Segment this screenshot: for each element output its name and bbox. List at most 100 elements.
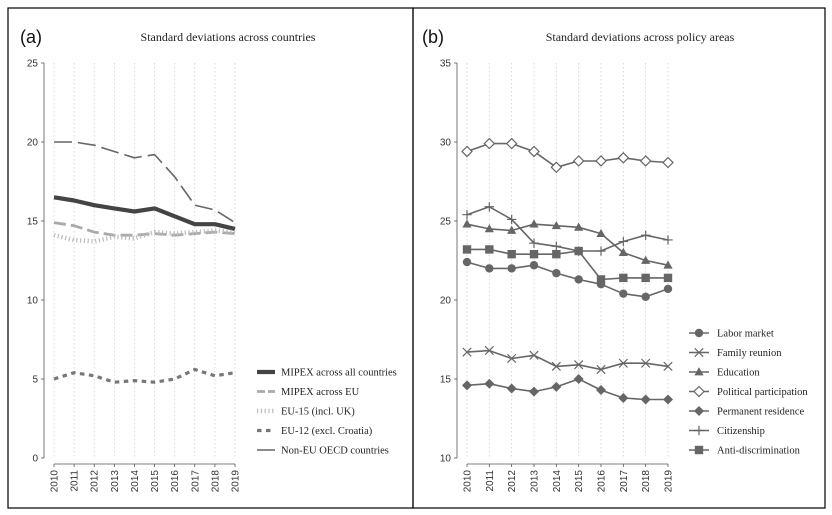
point-labor-market <box>619 289 628 298</box>
panel-a-plot: 0 5 10 15 20 25 2010 2011 2012 2013 2014 2015 2016 20… <box>27 59 242 493</box>
point-political-participation <box>572 155 585 167</box>
panel-a-y-tick-label: 25 <box>27 59 39 70</box>
point-political-participation <box>595 155 607 167</box>
series-line-eu-15-incl-uk <box>53 228 236 244</box>
panel-a-x-tick-label: 2015 <box>150 470 161 493</box>
point-political-participation <box>639 155 652 167</box>
point-labor-market <box>485 264 494 273</box>
point-family-reunion <box>596 364 606 375</box>
point-permanent-residence <box>663 394 673 405</box>
point-political-participation <box>528 145 540 158</box>
panel-b-x-tick-label: 2010 <box>463 470 474 493</box>
point-labor-market <box>462 257 472 267</box>
point-labor-market <box>552 268 561 278</box>
panel-b-y-tick-label: 25 <box>440 217 452 228</box>
legend-label-eu-15-incl-uk: EU-15 (incl. UK) <box>281 407 355 418</box>
point-education <box>462 219 472 228</box>
panel-a-y-tick-label: 15 <box>27 217 39 228</box>
series-line-political-participation <box>466 142 669 169</box>
panel-b-plot: 10 15 20 25 30 35 2010 2011 2012 2013 2014 2015 2016… <box>440 59 675 493</box>
series-line-citizenship <box>466 206 669 252</box>
panel-a-x-tick-label: 2011 <box>70 470 81 492</box>
point-family-reunion <box>462 347 472 357</box>
panel-a-x-tick-label: 2012 <box>90 470 101 493</box>
panel-b-x-tick-label: 2016 <box>597 470 608 493</box>
panel-a-y-tick-label: 5 <box>32 375 38 386</box>
panel-a-title: Standard deviations across countries <box>141 30 316 44</box>
series-line-non-eu-oecd-countries <box>54 141 236 224</box>
panel-b-y-tick-label: 30 <box>440 138 452 149</box>
panel-b-x-tick-label: 2013 <box>530 470 541 493</box>
legend-marker-anti-discrimination <box>694 445 704 455</box>
point-political-participation <box>550 161 563 174</box>
series-line-mipex-across-eu <box>53 221 236 237</box>
panel-b-frame <box>412 7 826 509</box>
panel-b-x-tick-label: 2011 <box>485 470 496 492</box>
point-citizenship <box>484 202 495 212</box>
point-family-reunion <box>529 350 539 360</box>
point-anti-discrimination <box>574 246 583 256</box>
point-family-reunion <box>618 358 628 368</box>
point-labor-market <box>574 275 583 284</box>
legend-marker-labor-market <box>694 328 704 338</box>
point-education <box>551 220 561 230</box>
series-line-anti-discrimination <box>467 248 668 281</box>
legend-label-family-reunion: Family reunion <box>717 348 782 359</box>
point-permanent-residence <box>551 381 562 392</box>
panel-b-title: Standard deviations across policy areas <box>546 30 735 44</box>
point-anti-discrimination <box>641 273 650 283</box>
point-permanent-residence <box>484 378 495 389</box>
legend-label-labor-market: Labor market <box>717 329 774 340</box>
point-political-participation <box>461 145 473 158</box>
series-line-labor-market <box>466 261 669 298</box>
point-labor-market <box>529 261 539 270</box>
point-anti-discrimination <box>552 249 561 259</box>
panel-b-x-tick-label: 2014 <box>552 470 563 493</box>
point-anti-discrimination <box>663 273 673 283</box>
panel-b-y-tick-label: 35 <box>440 59 452 70</box>
panel-a-y-tick-label: 10 <box>27 296 39 307</box>
point-family-reunion <box>484 345 494 356</box>
panel-b-x-tick-label: 2012 <box>507 470 518 493</box>
panel-a-y-tick-label: 0 <box>32 454 38 465</box>
point-citizenship <box>618 236 629 247</box>
point-citizenship <box>596 246 606 256</box>
series-line-education <box>466 223 669 266</box>
point-anti-discrimination <box>596 275 606 284</box>
point-political-participation <box>617 151 630 164</box>
panel-a-x-tick-label: 2010 <box>50 470 61 493</box>
point-political-participation <box>483 137 496 150</box>
panel-a-x-tick-label: 2018 <box>210 470 221 493</box>
point-education <box>484 224 494 233</box>
point-education <box>596 228 606 238</box>
panel-a-x-tick-label: 2019 <box>231 470 242 493</box>
panel-a-x-tick-label: 2017 <box>190 470 201 493</box>
point-education <box>574 222 584 231</box>
point-permanent-residence <box>618 392 629 403</box>
legend-marker-family-reunion <box>694 347 704 358</box>
point-labor-market <box>641 292 650 302</box>
point-anti-discrimination <box>507 249 516 259</box>
point-anti-discrimination <box>529 249 539 259</box>
point-permanent-residence <box>462 380 472 391</box>
legend-marker-political-participation <box>693 385 705 398</box>
panel-b-x-tick-label: 2019 <box>664 470 675 493</box>
panel-b-y-tick-label: 20 <box>440 296 452 307</box>
legend-marker-education <box>694 367 704 376</box>
panel-b-letter: (b) <box>422 27 444 47</box>
panel-b-x-tick-label: 2017 <box>619 470 630 493</box>
panel-a-x-tick-label: 2013 <box>110 470 121 493</box>
point-citizenship <box>462 209 472 220</box>
point-family-reunion <box>507 353 517 364</box>
point-anti-discrimination <box>462 245 472 254</box>
panel-a-y-tick-label: 20 <box>27 138 39 149</box>
point-education <box>618 247 628 256</box>
series-line-mipex-across-all-countries <box>53 195 236 231</box>
point-citizenship <box>506 214 517 225</box>
legend-marker-citizenship <box>694 425 704 436</box>
legend-label-mipex-across-all-countries: MIPEX across all countries <box>281 368 397 379</box>
legend-label-non-eu-oecd-countries: Non-EU OECD countries <box>281 446 389 457</box>
legend-label-permanent-residence: Permanent residence <box>717 407 805 418</box>
panel-b-x-tick-label: 2015 <box>574 470 585 493</box>
